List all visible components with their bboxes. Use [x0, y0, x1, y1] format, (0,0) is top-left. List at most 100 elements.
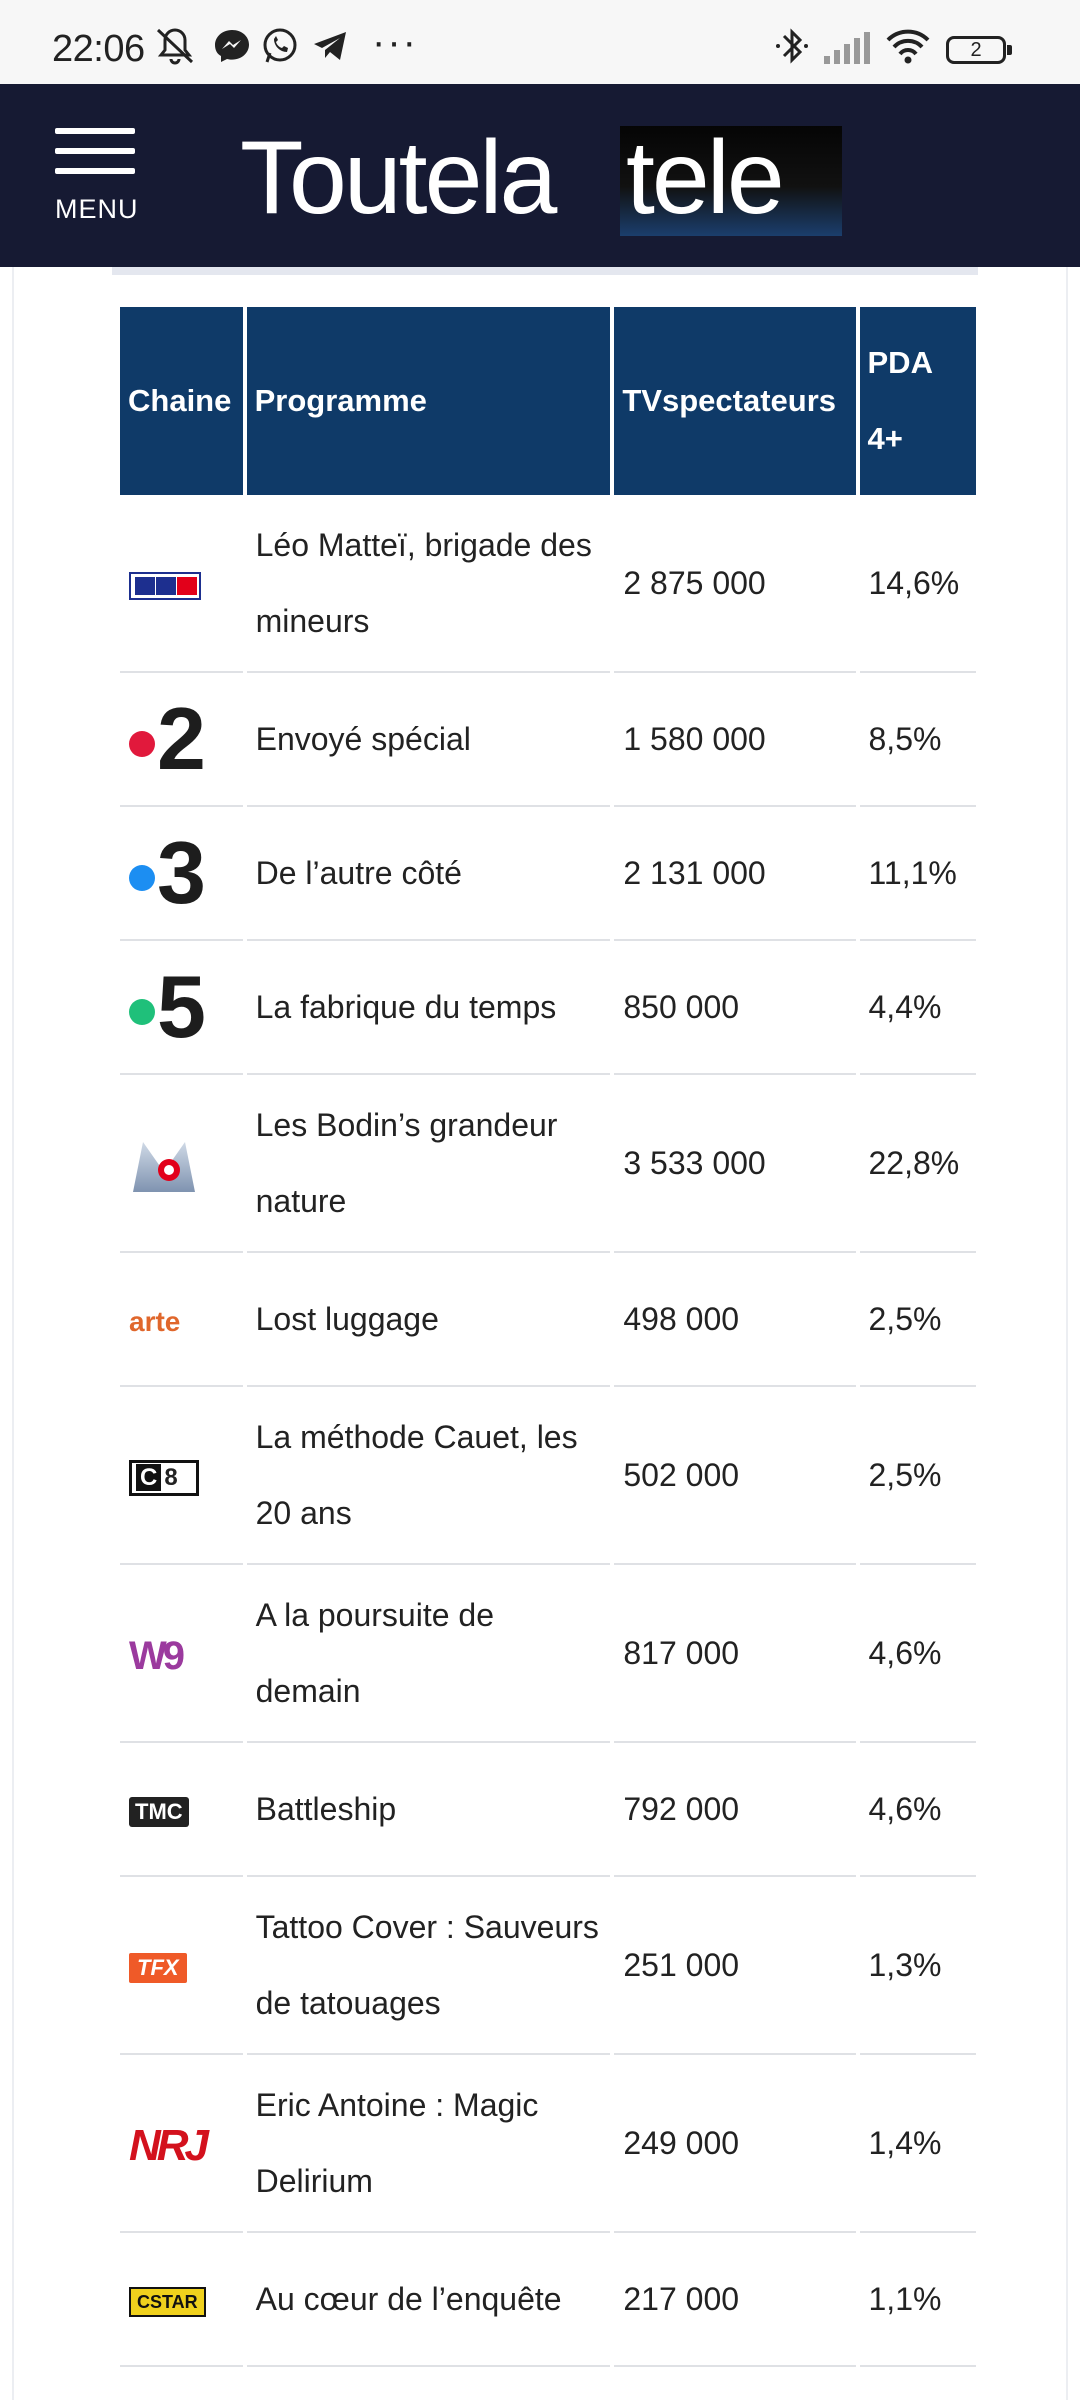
- france5-logo: 5: [129, 963, 206, 1051]
- messenger-icon: [215, 30, 249, 62]
- viewers-cell: 850 000: [614, 941, 856, 1075]
- logo-text-left: Toutela: [240, 120, 557, 236]
- viewers-cell: 249 000: [614, 2055, 856, 2233]
- viewers-cell: 498 000: [614, 1253, 856, 1387]
- france3-logo-number: 3: [157, 823, 206, 922]
- france5-logo-number: 5: [157, 957, 206, 1056]
- m6-logo: [133, 1141, 195, 1192]
- share-cell: 2,5%: [859, 1387, 976, 1565]
- channel-cell: 5: [120, 941, 243, 1075]
- w9-logo: W9: [129, 1633, 185, 1678]
- channel-cell: arte: [120, 1253, 243, 1387]
- france3-logo: 3: [129, 829, 206, 917]
- viewers-cell: 817 000: [614, 1565, 856, 1743]
- channel-cell: W9: [120, 1565, 243, 1743]
- header-pda: PDA 4+: [859, 307, 976, 495]
- share-cell: 4,6%: [859, 1565, 976, 1743]
- mute-icon: [156, 28, 194, 65]
- share-cell: 11,1%: [859, 807, 976, 941]
- c8-logo-8: 8: [164, 1463, 178, 1491]
- program-cell: La méthode Cauet, les 20 ans: [246, 1387, 611, 1565]
- program-cell: Les Bodin’s grandeur nature: [246, 1075, 611, 1253]
- divider: [12, 267, 14, 2400]
- arte-logo: arte: [129, 1305, 181, 1337]
- program-cell: Lost luggage: [246, 1253, 611, 1387]
- logo-tele-block: tele: [620, 126, 842, 236]
- signal-icon: [824, 32, 870, 64]
- channel-cell: TFX: [120, 1877, 243, 2055]
- table-row: W9 A la poursuite de demain 817 000 4,6%: [120, 1565, 976, 1743]
- viewers-cell: 2 875 000: [614, 495, 856, 673]
- share-cell: 1,1%: [859, 2233, 976, 2367]
- program-cell: Tattoo Cover : Sauveurs de tatouages: [246, 1877, 611, 2055]
- table-row: Léo Matteï, brigade des mineurs 2 875 00…: [120, 495, 976, 673]
- table-row: TMC Battleship 792 000 4,6%: [120, 1743, 976, 1877]
- divider: [112, 267, 978, 275]
- program-cell: De l’autre côté: [246, 807, 611, 941]
- viewers-cell: 2 131 000: [614, 807, 856, 941]
- program-cell: Envoyé spécial: [246, 673, 611, 807]
- program-cell: A la poursuite de demain: [246, 1565, 611, 1743]
- channel-cell: TMC: [120, 1743, 243, 1877]
- hamburger-icon: [55, 128, 135, 134]
- share-cell: 4,6%: [859, 1743, 976, 1877]
- battery-icon: 2: [946, 36, 1012, 64]
- site-header: MENU Toutela tele: [0, 84, 1080, 267]
- share-cell: 8,5%: [859, 673, 976, 807]
- logo-text-right: tele: [626, 120, 785, 236]
- viewers-cell: 3 533 000: [614, 1075, 856, 1253]
- divider: [1066, 267, 1068, 2400]
- share-cell: 14,6%: [859, 495, 976, 673]
- menu-button[interactable]: MENU: [55, 128, 138, 228]
- program-cell: Léo Matteï, brigade des mineurs: [246, 495, 611, 673]
- channel-cell: CSTAR: [120, 2233, 243, 2367]
- tfx-logo: TFX: [129, 1952, 187, 1983]
- audience-table: Chaine Programme TVspectateurs PDA 4+ Lé…: [116, 307, 980, 2367]
- viewers-cell: 792 000: [614, 1743, 856, 1877]
- viewers-cell: 217 000: [614, 2233, 856, 2367]
- share-cell: 2,5%: [859, 1253, 976, 1387]
- table-row: 3 De l’autre côté 2 131 000 11,1%: [120, 807, 976, 941]
- share-cell: 1,4%: [859, 2055, 976, 2233]
- table-row: CSTAR Au cœur de l’enquête 217 000 1,1%: [120, 2233, 976, 2367]
- header-chaine: Chaine: [120, 307, 243, 495]
- table-row: TFX Tattoo Cover : Sauveurs de tatouages…: [120, 1877, 976, 2055]
- cstar-logo: CSTAR: [129, 2286, 206, 2317]
- viewers-cell: 1 580 000: [614, 673, 856, 807]
- share-cell: 22,8%: [859, 1075, 976, 1253]
- table-row: 5 La fabrique du temps 850 000 4,4%: [120, 941, 976, 1075]
- header-tvspectateurs: TVspectateurs: [614, 307, 856, 495]
- status-bar: 22:06 ··· 2: [0, 0, 1080, 84]
- channel-cell: [120, 1075, 243, 1253]
- channel-cell: 3: [120, 807, 243, 941]
- whatsapp-icon: [263, 28, 297, 63]
- channel-cell: 2: [120, 673, 243, 807]
- c8-logo-c: C: [136, 1463, 162, 1491]
- header-programme: Programme: [246, 307, 611, 495]
- hamburger-icon-bar: [55, 168, 135, 174]
- nrj12-logo: NRJ: [129, 2120, 209, 2170]
- share-cell: 4,4%: [859, 941, 976, 1075]
- hamburger-icon-bar: [55, 148, 135, 154]
- table-row: Les Bodin’s grandeur nature 3 533 000 22…: [120, 1075, 976, 1253]
- france2-logo: 2: [129, 695, 206, 783]
- table-row: NRJ Eric Antoine : Magic Delirium 249 00…: [120, 2055, 976, 2233]
- program-cell: Au cœur de l’enquête: [246, 2233, 611, 2367]
- viewers-cell: 251 000: [614, 1877, 856, 2055]
- table-header-row: Chaine Programme TVspectateurs PDA 4+: [120, 307, 976, 495]
- bluetooth-icon: [776, 28, 808, 64]
- header-pda-line2: 4+: [867, 421, 903, 456]
- channel-cell: [120, 495, 243, 673]
- share-cell: 1,3%: [859, 1877, 976, 2055]
- tmc-logo: TMC: [129, 1796, 189, 1827]
- content-card: Chaine Programme TVspectateurs PDA 4+ Lé…: [12, 267, 1068, 2400]
- site-logo[interactable]: Toutela tele: [240, 120, 844, 236]
- more-icon: ···: [372, 20, 418, 64]
- header-pda-line1: PDA: [867, 345, 933, 380]
- channel-cell: NRJ: [120, 2055, 243, 2233]
- program-cell: Eric Antoine : Magic Delirium: [246, 2055, 611, 2233]
- france2-logo-number: 2: [157, 689, 206, 788]
